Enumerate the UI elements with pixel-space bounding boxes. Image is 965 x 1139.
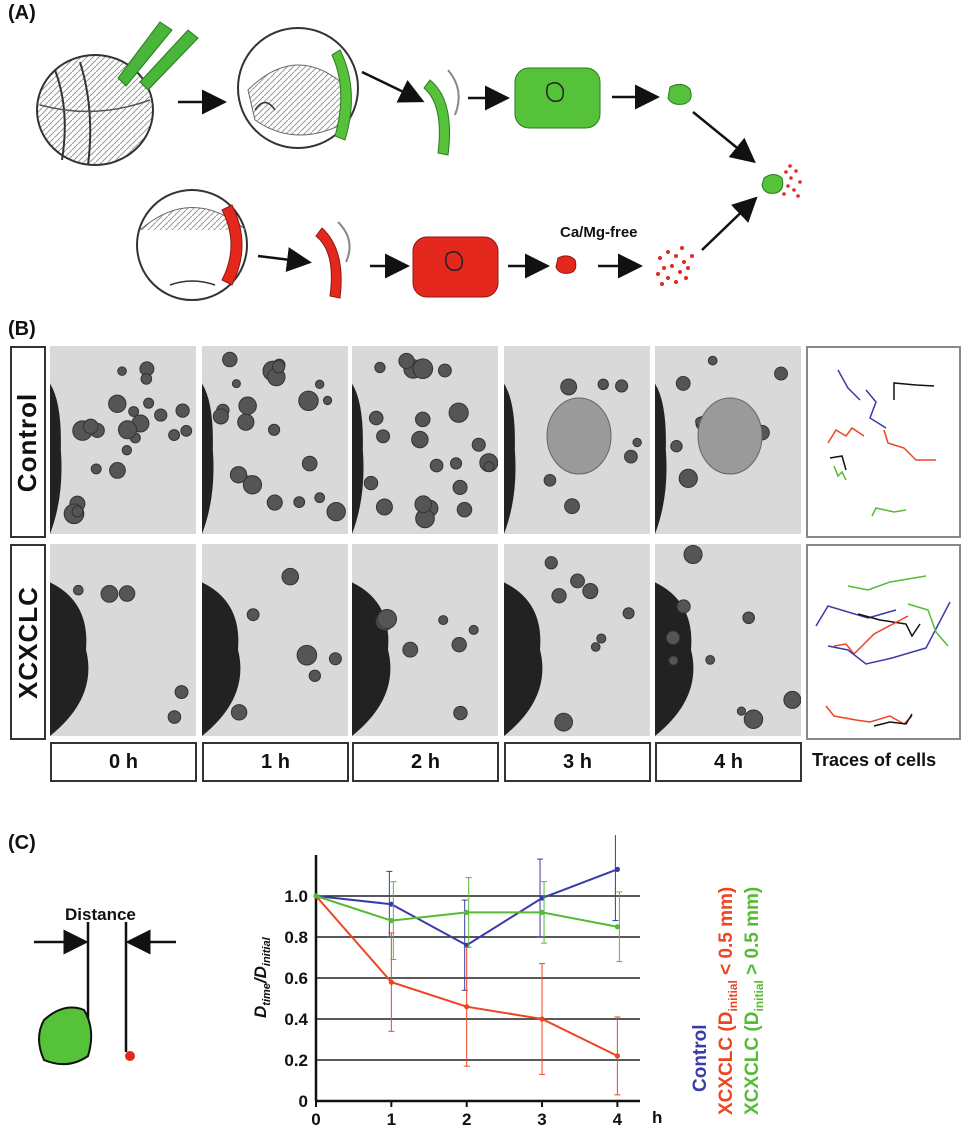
micrograph-control-3h	[504, 346, 650, 534]
data-point-1-4	[614, 1053, 620, 1059]
data-point-0-4	[614, 866, 620, 872]
distance-ratio-chart: 0 0.2 0.4 0.6 0.8 1.0 0 1 2 3 4 h Dtime/Dinitial	[251, 835, 662, 1125]
x-axis-label: h	[652, 1108, 662, 1125]
traces-caption: Traces of cells	[812, 750, 937, 770]
data-point-2-2	[464, 909, 470, 915]
dissociated-red-cells-icon	[656, 246, 694, 286]
panel-c-label: (C)	[8, 832, 36, 854]
micrograph-xcxclc-2h	[352, 544, 498, 736]
y-tick-label-5: 1.0	[284, 887, 308, 906]
dissection-needle-icon	[117, 21, 199, 91]
red-explant-strip-icon	[315, 221, 351, 299]
y-tick-label-1: 0.2	[284, 1051, 308, 1070]
row-label-control: Control	[10, 346, 46, 538]
distance-label: Distance	[65, 905, 136, 924]
legend-subscript-1: initial	[725, 980, 740, 1012]
green-explant-strip-icon	[423, 69, 460, 156]
data-point-1-3	[539, 1016, 545, 1022]
x-tick-label-3: 3	[537, 1110, 546, 1125]
micrograph-xcxclc-4h	[655, 544, 801, 736]
micrograph-control-4h	[655, 346, 801, 534]
panel-a-label: (A)	[8, 2, 36, 24]
green-tissue-block-icon	[514, 67, 601, 129]
micrograph-control-1h	[202, 346, 348, 534]
legend-text-1: XCXCLC (D	[716, 1011, 737, 1115]
red-donor-embryo-icon	[136, 189, 248, 301]
red-explant-small-icon	[555, 255, 577, 274]
data-point-1-2	[464, 1004, 470, 1010]
red-cell-icon	[125, 1051, 135, 1061]
data-point-0-2	[464, 942, 470, 948]
legend-text-2: XCXCLC (D	[742, 1011, 763, 1115]
y-tick-label-4: 0.8	[284, 928, 308, 947]
data-point-2-1	[388, 918, 394, 924]
combined-explant-icon	[761, 164, 802, 198]
series-line-0	[315, 868, 618, 947]
x-tick-label-4: 4	[613, 1110, 623, 1125]
time-label-4h: 4 h	[655, 742, 802, 782]
green-explant-small-icon	[667, 83, 692, 105]
time-label-3h: 3 h	[504, 742, 651, 782]
data-point-2-4	[614, 924, 620, 930]
data-point-0-1	[388, 901, 394, 907]
x-tick-label-0: 0	[311, 1110, 320, 1125]
micrograph-control-2h	[352, 346, 498, 534]
legend-entry-0: Control	[690, 1024, 712, 1092]
micrograph-control-0h	[50, 346, 196, 534]
control-cell-traces	[806, 346, 961, 538]
legend-subscript-2: initial	[751, 980, 766, 1012]
micrograph-xcxclc-3h	[504, 544, 650, 736]
legend-entry-2: XCXCLC (Dinitial > 0.5 mm)	[742, 887, 766, 1115]
legend-entry-1: XCXCLC (Dinitial < 0.5 mm)	[716, 887, 740, 1115]
xcxclc-traces-svg	[815, 575, 951, 727]
y-tick-label-2: 0.4	[284, 1010, 308, 1029]
xcxclc-cell-traces	[806, 544, 961, 740]
panel-a-schematic: Ca/Mg-free	[36, 21, 802, 301]
distance-schematic: Distance	[34, 905, 176, 1066]
micrograph-xcxclc-1h	[202, 544, 348, 736]
control-traces-svg	[827, 369, 936, 517]
micrograph-xcxclc-0h	[50, 544, 196, 736]
row-label-xcxclc: XCXCLC	[10, 544, 46, 740]
data-point-2-3	[539, 909, 545, 915]
data-point-1-1	[388, 979, 394, 985]
y-tick-label-3: 0.6	[284, 969, 308, 988]
data-point-0-3	[539, 895, 545, 901]
y-tick-label-0: 0	[299, 1092, 308, 1111]
x-tick-label-1: 1	[387, 1110, 396, 1125]
y-axis-label: Dtime/Dinitial	[251, 936, 273, 1018]
time-label-1h: 1 h	[202, 742, 349, 782]
panel-b-label: (B)	[8, 318, 36, 340]
legend-text-end-1: < 0.5 mm)	[716, 886, 737, 981]
ca-mg-free-label: Ca/Mg-free	[560, 224, 638, 241]
green-explant-icon	[38, 1006, 93, 1066]
time-label-0h: 0 h	[50, 742, 197, 782]
green-donor-embryo-icon	[237, 27, 359, 149]
red-tissue-block-icon	[412, 236, 499, 298]
time-label-2h: 2 h	[352, 742, 499, 782]
x-tick-label-2: 2	[462, 1110, 471, 1125]
legend-text-end-2: > 0.5 mm)	[742, 886, 763, 981]
data-point-2-0	[313, 893, 319, 899]
legend-text-0: Control	[690, 1024, 711, 1092]
